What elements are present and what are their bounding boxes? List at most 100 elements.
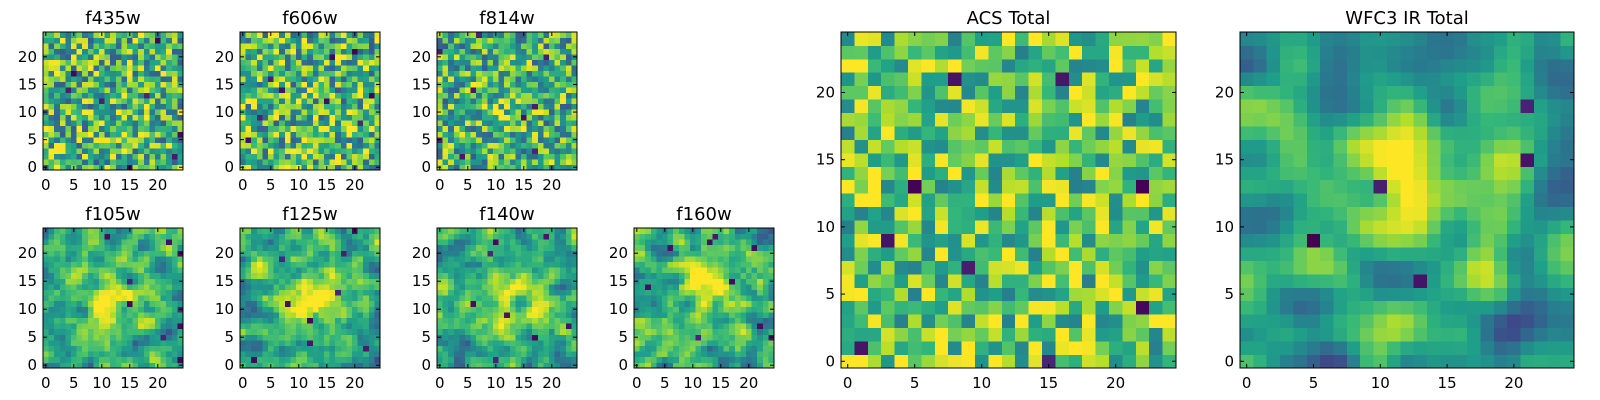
x-tick-label: 5 <box>463 374 473 392</box>
heatmap-cell <box>312 278 319 285</box>
heatmap-cell <box>565 87 572 94</box>
heatmap-cell <box>948 327 962 342</box>
heatmap-cell <box>746 317 752 324</box>
heatmap-cell <box>54 92 61 99</box>
heatmap-cell <box>357 136 364 143</box>
heatmap-cell <box>87 278 94 285</box>
heatmap-cell <box>493 43 499 49</box>
heatmap-cell <box>59 81 66 88</box>
heatmap-cell <box>481 98 488 105</box>
heatmap-cell <box>273 125 280 132</box>
heatmap-cell <box>921 287 936 302</box>
heatmap-cell <box>560 345 567 352</box>
heatmap-cell <box>160 65 167 72</box>
heatmap-cell <box>357 125 364 132</box>
heatmap-cell <box>357 261 364 268</box>
heatmap-cell <box>279 142 286 149</box>
heatmap-cell <box>509 278 516 285</box>
heatmap-cell <box>54 125 61 132</box>
heatmap-cell <box>340 158 347 165</box>
heatmap-cell <box>110 76 117 83</box>
heatmap-cell <box>138 289 145 296</box>
heatmap-cell <box>273 256 280 262</box>
heatmap-cell <box>318 244 325 251</box>
heatmap-cell <box>132 256 139 262</box>
heatmap-cell <box>115 48 122 55</box>
heatmap-cell <box>476 351 483 358</box>
heatmap-cell <box>521 65 527 72</box>
heatmap-cell <box>678 267 685 274</box>
heatmap-cell <box>948 300 962 315</box>
heatmap-cell <box>171 48 178 55</box>
heatmap-cell <box>1001 354 1016 369</box>
heatmap-cell <box>312 43 319 49</box>
heatmap-cell <box>368 76 375 83</box>
heatmap-cell <box>1122 179 1137 194</box>
heatmap-cell <box>493 278 499 285</box>
heatmap-cell <box>690 317 696 324</box>
heatmap-cell <box>104 120 111 127</box>
heatmap-cell <box>481 109 488 116</box>
heatmap-cell <box>346 164 353 171</box>
heatmap-cell <box>656 334 663 341</box>
heatmap-cell <box>256 32 263 38</box>
heatmap-cell <box>453 76 460 83</box>
heatmap-cell <box>459 340 466 346</box>
heatmap-cell <box>318 312 325 318</box>
heatmap-cell <box>701 278 708 285</box>
heatmap-cell <box>132 136 139 143</box>
heatmap-cell <box>121 250 128 257</box>
heatmap-cell <box>171 261 178 268</box>
heatmap-cell <box>357 278 364 285</box>
heatmap-cell <box>442 103 449 110</box>
heatmap-cell <box>82 32 89 38</box>
heatmap-cell <box>346 340 353 346</box>
heatmap-cell <box>673 300 680 307</box>
heatmap-cell <box>82 48 89 55</box>
heatmap-cell <box>695 239 702 246</box>
heatmap-cell <box>1042 179 1056 194</box>
heatmap-cell <box>448 54 455 60</box>
heatmap-cell <box>138 362 145 369</box>
heatmap-cell <box>493 233 499 240</box>
heatmap-cell <box>729 323 736 330</box>
heatmap-cell <box>453 239 460 246</box>
heatmap-cell <box>634 300 640 307</box>
heatmap-cell <box>245 312 252 318</box>
heatmap-cell <box>262 323 269 330</box>
heatmap-cell <box>290 323 297 330</box>
heatmap-cell <box>565 136 572 143</box>
heatmap-cell <box>740 356 747 363</box>
heatmap-cell <box>312 267 319 274</box>
heatmap-cell <box>487 312 494 318</box>
heatmap-cell <box>470 244 477 251</box>
heatmap-cell <box>532 103 539 110</box>
heatmap-cell <box>104 153 111 160</box>
heatmap-cell <box>357 233 364 240</box>
axes-frame <box>42 227 184 369</box>
heatmap-cell <box>318 103 325 110</box>
heatmap-cell <box>363 70 370 77</box>
heatmap-cell <box>571 70 578 77</box>
heatmap-cell <box>481 153 488 160</box>
heatmap-cell <box>160 284 167 290</box>
heatmap-cell <box>177 158 184 165</box>
heatmap-cell <box>757 317 764 324</box>
heatmap-cell <box>453 65 460 72</box>
heatmap-cell <box>251 48 258 55</box>
heatmap-cell <box>115 239 122 246</box>
heatmap-cell <box>481 284 488 290</box>
heatmap-cell <box>273 54 280 60</box>
heatmap-cell <box>368 323 375 330</box>
y-tick-label: 0 <box>224 158 234 176</box>
heatmap-cell <box>673 267 680 274</box>
heatmap-cell <box>493 317 499 324</box>
heatmap-cell <box>71 312 77 318</box>
heatmap-cell <box>138 244 145 251</box>
heatmap-cell <box>312 103 319 110</box>
heatmap-cell <box>76 103 83 110</box>
heatmap-cell <box>324 306 330 313</box>
heatmap-cell <box>1109 354 1123 369</box>
heatmap-cell <box>881 152 895 167</box>
